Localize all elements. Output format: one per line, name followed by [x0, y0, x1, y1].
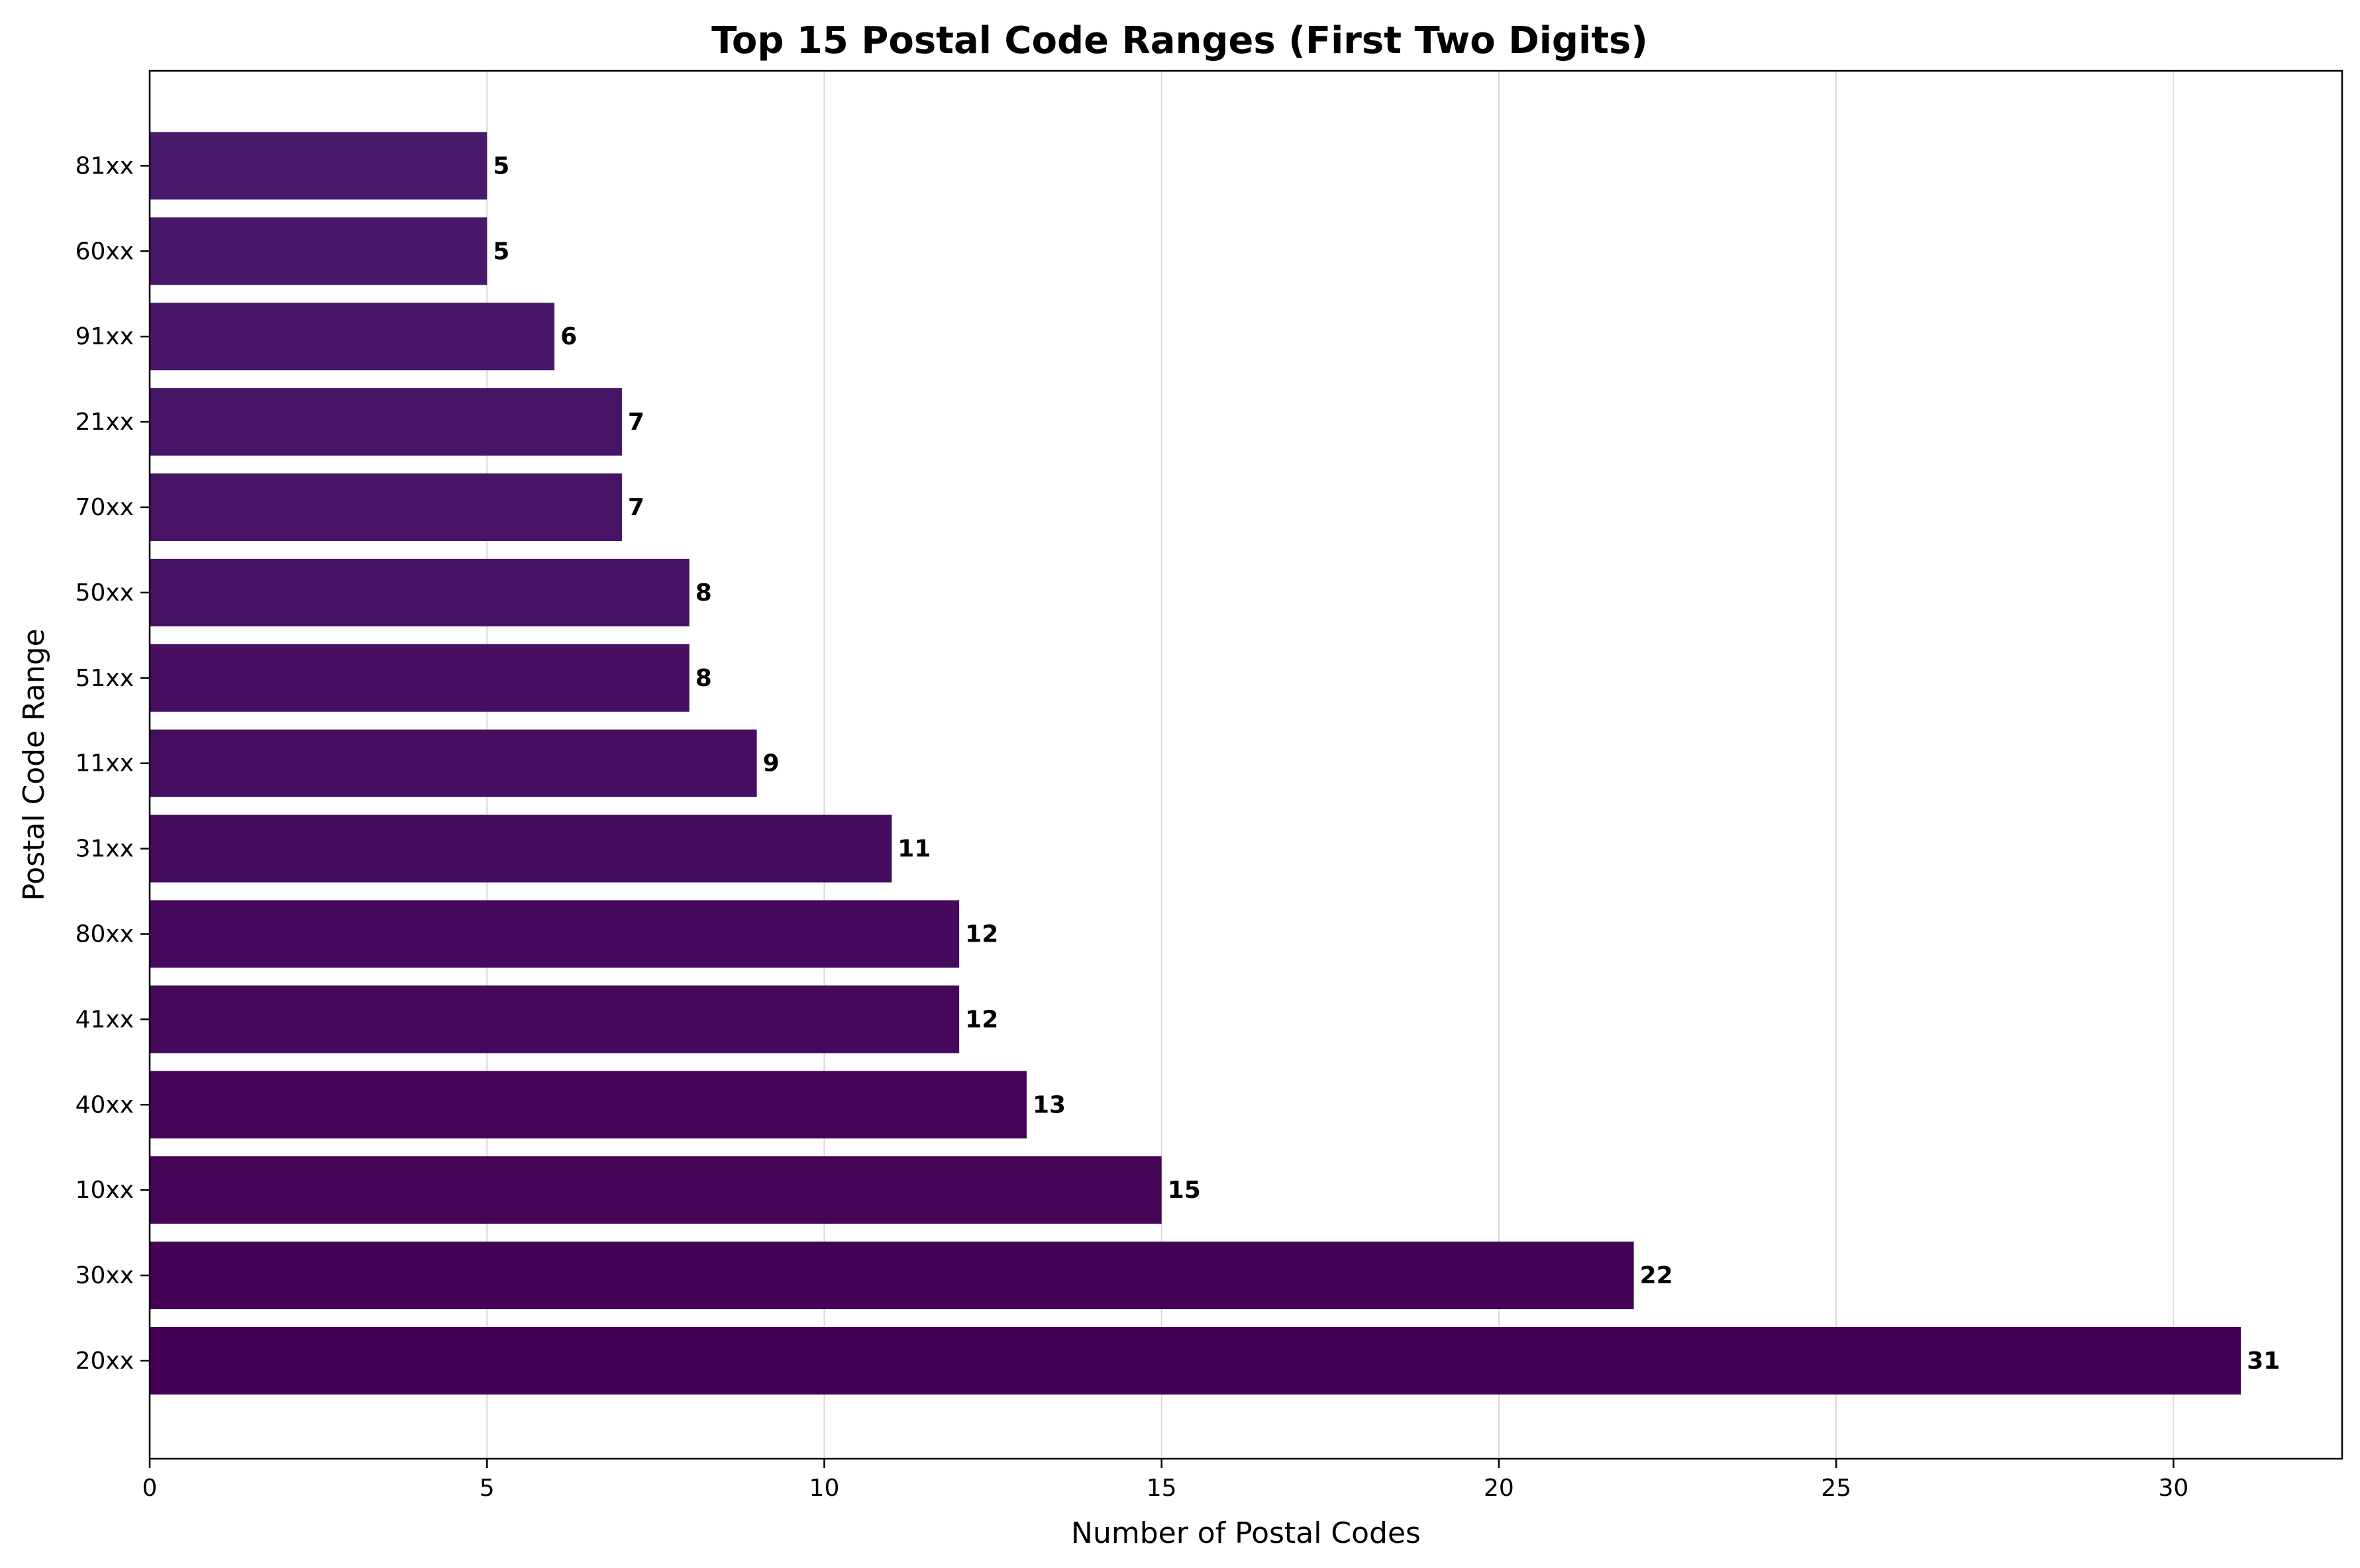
data-label-20xx: 31 — [2247, 1348, 2280, 1375]
y-tick-label: 41xx — [76, 1006, 134, 1033]
plot-frame — [148, 70, 2343, 1460]
data-label-80xx: 12 — [965, 921, 998, 948]
bar-81xx — [150, 132, 487, 200]
bars — [150, 132, 2241, 1395]
data-label-40xx: 13 — [1033, 1091, 1066, 1118]
y-tick-label: 11xx — [76, 750, 134, 777]
y-tick-label: 40xx — [76, 1091, 134, 1118]
data-label-81xx: 5 — [493, 152, 509, 179]
x-tick-label: 5 — [480, 1475, 495, 1502]
data-label-51xx: 8 — [695, 665, 712, 692]
y-tick-label: 50xx — [76, 579, 134, 607]
y-tick-label: 21xx — [76, 409, 134, 436]
data-label-31xx: 11 — [898, 836, 931, 863]
data-labels: 31 22 15 13 12 12 11 9 8 8 7 7 6 5 5 — [493, 152, 2280, 1375]
bar-91xx — [150, 303, 555, 371]
x-tick-label: 0 — [142, 1475, 158, 1502]
bar-60xx — [150, 217, 487, 285]
data-label-11xx: 9 — [763, 750, 780, 777]
bar-20xx — [150, 1327, 2241, 1395]
x-axis-label: Number of Postal Codes — [1071, 1516, 1421, 1550]
bar-70xx — [150, 473, 622, 541]
bar-40xx — [150, 1071, 1027, 1139]
y-tick-label: 81xx — [76, 152, 134, 179]
data-label-21xx: 7 — [628, 409, 644, 436]
y-tick-label: 10xx — [76, 1177, 134, 1204]
data-label-41xx: 12 — [965, 1006, 998, 1033]
y-tick-label: 51xx — [76, 665, 134, 692]
y-tick-label: 80xx — [76, 921, 134, 948]
y-axis-ticks: 20xx 30xx 10xx 40xx 41xx 80xx 31xx 11xx 51xx 50xx… — [76, 152, 150, 1375]
bar-10xx — [150, 1156, 1162, 1224]
y-tick-label: 70xx — [76, 494, 134, 521]
data-label-30xx: 22 — [1640, 1262, 1673, 1289]
y-tick-label: 91xx — [76, 323, 134, 350]
data-label-70xx: 7 — [628, 494, 644, 521]
chart-title: Top 15 Postal Code Ranges (First Two Dig… — [711, 19, 1648, 62]
x-tick-label: 30 — [2158, 1475, 2188, 1502]
y-tick-label: 20xx — [76, 1348, 134, 1375]
data-label-10xx: 15 — [1168, 1177, 1201, 1204]
x-tick-label: 15 — [1147, 1475, 1177, 1502]
bar-51xx — [150, 644, 690, 712]
data-label-91xx: 6 — [560, 323, 577, 350]
bar-30xx — [150, 1242, 1634, 1310]
y-axis-label: Postal Code Range — [17, 628, 51, 901]
y-tick-label: 60xx — [76, 238, 134, 265]
x-tick-label: 25 — [1821, 1475, 1851, 1502]
x-tick-label: 20 — [1484, 1475, 1514, 1502]
bar-21xx — [150, 388, 622, 456]
bar-11xx — [150, 729, 757, 797]
bar-80xx — [150, 900, 960, 968]
bar-41xx — [150, 985, 960, 1054]
bar-50xx — [150, 558, 690, 626]
y-tick-label: 30xx — [76, 1262, 134, 1289]
y-tick-label: 31xx — [76, 836, 134, 863]
data-label-50xx: 8 — [695, 579, 712, 607]
x-tick-label: 10 — [809, 1475, 840, 1502]
bar-31xx — [150, 814, 892, 883]
x-axis-ticks: 0 5 10 15 20 25 30 — [142, 1459, 2188, 1502]
data-label-60xx: 5 — [493, 238, 509, 265]
